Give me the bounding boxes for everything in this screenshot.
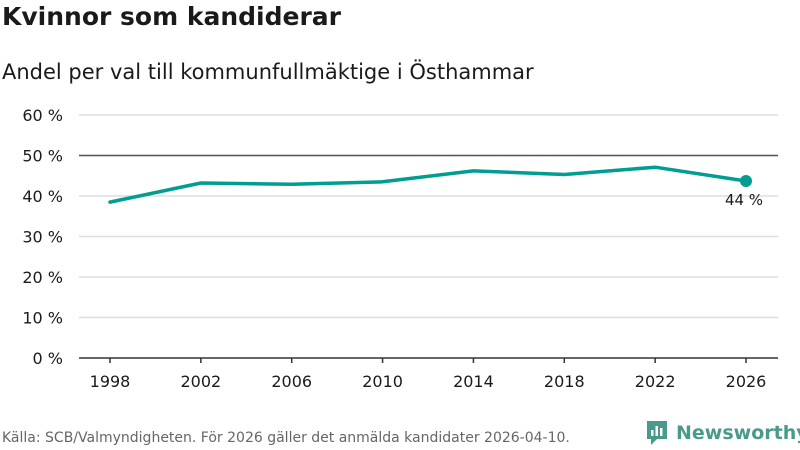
series-line: [108, 165, 748, 204]
y-tick-label: 50 %: [22, 147, 63, 166]
x-tick-label: 2014: [453, 372, 494, 391]
x-tick-label: 2002: [180, 372, 221, 391]
end-value-label: 44 %: [725, 191, 763, 209]
source-note: Källa: SCB/Valmyndigheten. För 2026 gäll…: [2, 430, 570, 446]
chart-title: Kvinnor som kandiderar: [2, 2, 341, 31]
chart-subtitle: Andel per val till kommunfullmäktige i Ö…: [2, 60, 534, 84]
y-tick-label: 0 %: [33, 349, 63, 368]
x-tick-label: 2022: [635, 372, 676, 391]
newsworthy-logo-icon: [647, 421, 667, 445]
y-tick-label: 40 %: [22, 187, 63, 206]
x-tick-label: 1998: [90, 372, 131, 391]
y-tick-label: 60 %: [22, 106, 63, 125]
x-tick-label: 2026: [726, 372, 767, 391]
x-tick-label: 2006: [271, 372, 312, 391]
end-point-marker: [740, 175, 752, 188]
y-tick-label: 30 %: [22, 228, 63, 247]
x-tick-label: 2010: [362, 372, 403, 391]
y-tick-label: 20 %: [22, 268, 63, 287]
brand-logo: Newsworthy: [645, 419, 800, 447]
x-tick-label: 2018: [544, 372, 585, 391]
brand-name: Newsworthy: [676, 422, 800, 444]
y-tick-label: 10 %: [22, 309, 63, 328]
